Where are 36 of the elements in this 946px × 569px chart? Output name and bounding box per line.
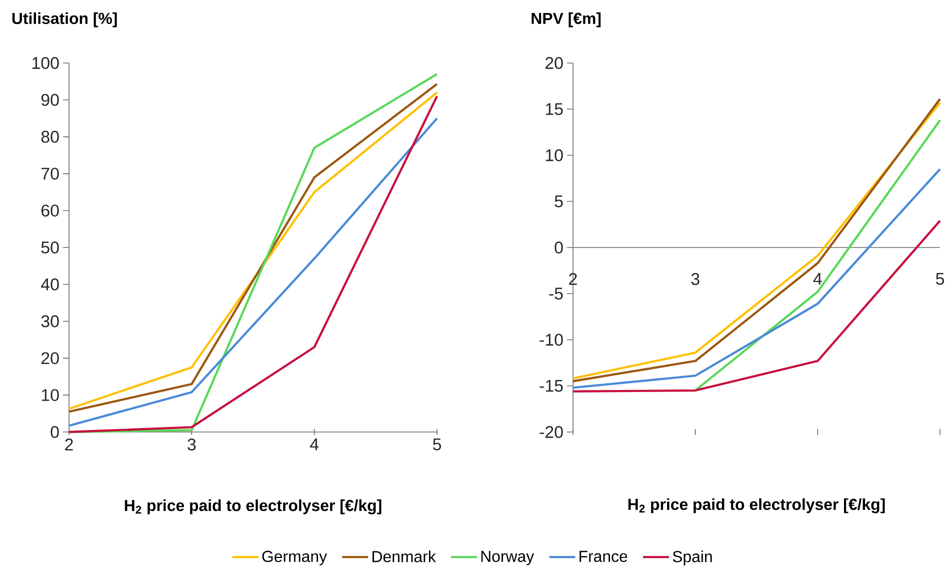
y-tick-label: 20 — [546, 56, 563, 69]
y-tick-label: 30 — [41, 315, 59, 328]
y-tick-label: 40 — [41, 278, 59, 290]
x-tick-label: 4 — [813, 273, 822, 285]
y-axis-title: Utilisation [%] — [12, 12, 117, 28]
y-tick-label: 10 — [42, 389, 59, 402]
x-axis-title: H$_{2}$ price paid to electrolyser [€/kg] — [124, 499, 382, 514]
x-tick-label: 5 — [936, 273, 944, 285]
x-tick-label: 3 — [188, 438, 196, 451]
y-tick-label: 15 — [546, 103, 563, 116]
x-tick-label: 2 — [65, 438, 73, 450]
x-tick-label: 4 — [310, 438, 319, 450]
y-tick-label: 100 — [32, 56, 59, 69]
y-tick-label: 20 — [42, 352, 59, 364]
y-tick-label: 70 — [42, 168, 59, 180]
y-tick-label: 80 — [41, 130, 59, 143]
y-tick-label: -15 — [540, 380, 563, 392]
y-tick-label: 90 — [41, 94, 59, 106]
y-tick-label: -5 — [549, 288, 563, 300]
y-tick-label: 0 — [50, 426, 59, 438]
legend-label: Norway — [481, 550, 534, 566]
y-axis-title: NPV [€m] — [532, 12, 601, 28]
x-axis-title: H$_{2}$ price paid to electrolyser [€/kg] — [628, 498, 885, 514]
legend-label: France — [580, 550, 628, 562]
legend-label: Denmark — [372, 550, 436, 562]
x-tick-label: 5 — [432, 438, 441, 450]
y-tick-label: 50 — [41, 241, 59, 254]
y-tick-label: 60 — [42, 204, 59, 217]
y-tick-label: -20 — [540, 426, 563, 438]
legend-label: Spain — [672, 550, 712, 566]
x-tick-label: 3 — [691, 273, 700, 286]
y-tick-label: -10 — [540, 334, 563, 346]
y-tick-label: 5 — [554, 195, 563, 208]
y-tick-label: 0 — [554, 241, 563, 254]
y-tick-label: 10 — [546, 149, 563, 162]
legend-label: Germany — [262, 550, 328, 566]
